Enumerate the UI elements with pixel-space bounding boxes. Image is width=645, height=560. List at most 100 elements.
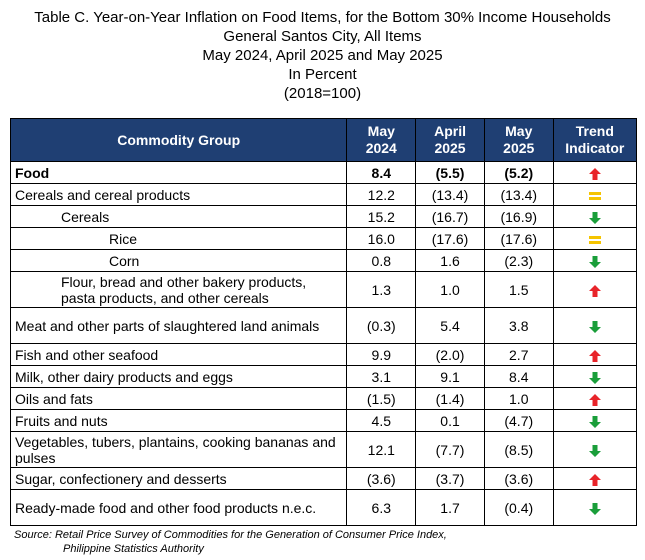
value-april-2025: 1.6: [415, 249, 485, 272]
value-may-2024: 6.3: [346, 489, 417, 526]
value-may-2025: (5.2): [483, 161, 554, 184]
value-may-2024: 4.5: [346, 409, 417, 432]
table-row: Fish and other seafood 9.9 (2.0) 2.7: [9, 343, 638, 366]
table-row: Flour, bread and other bakery products, …: [9, 271, 638, 308]
table-title: Table C. Year-on-Year Inflation on Food …: [0, 0, 645, 102]
trend-cell: [552, 227, 638, 250]
red-up-arrow-icon: [588, 167, 601, 180]
value-may-2025: 1.0: [483, 387, 554, 410]
value-april-2025: 1.0: [415, 271, 485, 308]
trend-cell: [552, 183, 638, 206]
source-line-2: Philippine Statistics Authority: [63, 543, 204, 555]
header-may-2024: May 2024: [346, 118, 417, 162]
table-row: Oils and fats (1.5) (1.4) 1.0: [9, 387, 638, 410]
table-row: Vegetables, tubers, plantains, cooking b…: [9, 431, 638, 468]
value-may-2025: (4.7): [483, 409, 554, 432]
value-may-2024: 3.1: [346, 365, 417, 388]
value-may-2025: (8.5): [483, 431, 554, 468]
source-line-1: Source: Retail Price Survey of Commoditi…: [14, 529, 447, 541]
value-may-2025: 3.8: [483, 307, 554, 344]
green-down-arrow-icon: [588, 371, 601, 384]
row-label: Rice: [9, 227, 348, 250]
inflation-table: Commodity Group May 2024 April 2025 May 202…: [9, 118, 638, 526]
row-label: Meat and other parts of slaughtered land…: [9, 307, 348, 344]
value-may-2024: 9.9: [346, 343, 417, 366]
source-note: Source: Retail Price Survey of Commoditi…: [14, 528, 447, 556]
value-may-2025: 1.5: [483, 271, 554, 308]
row-label: Cereals and cereal products: [9, 183, 348, 206]
trend-cell: [552, 409, 638, 432]
yellow-equal-icon: [588, 235, 601, 244]
row-label: Oils and fats: [9, 387, 348, 410]
row-label: Sugar, confectionery and desserts: [9, 467, 348, 490]
row-label: Flour, bread and other bakery products, …: [9, 271, 348, 308]
value-may-2024: (1.5): [346, 387, 417, 410]
value-april-2025: (16.7): [415, 205, 485, 228]
value-may-2025: (0.4): [483, 489, 554, 526]
yellow-equal-icon: [588, 191, 601, 200]
red-up-arrow-icon: [588, 349, 601, 362]
header-trend-indicator: Trend Indicator: [552, 118, 638, 162]
header-april-2025: April 2025: [415, 118, 485, 162]
green-down-arrow-icon: [588, 444, 601, 457]
value-april-2025: (7.7): [415, 431, 485, 468]
trend-cell: [552, 249, 638, 272]
trend-cell: [552, 343, 638, 366]
value-may-2025: 8.4: [483, 365, 554, 388]
row-label: Fruits and nuts: [9, 409, 348, 432]
table-row: Fruits and nuts 4.5 0.1 (4.7): [9, 409, 638, 432]
row-label: Vegetables, tubers, plantains, cooking b…: [9, 431, 348, 468]
value-april-2025: (5.5): [415, 161, 485, 184]
red-up-arrow-icon: [588, 393, 601, 406]
value-may-2024: 8.4: [346, 161, 417, 184]
value-april-2025: (2.0): [415, 343, 485, 366]
table-row: Sugar, confectionery and desserts (3.6) …: [9, 467, 638, 490]
value-may-2024: 12.1: [346, 431, 417, 468]
value-april-2025: 0.1: [415, 409, 485, 432]
table-row: Rice 16.0 (17.6) (17.6): [9, 227, 638, 250]
green-down-arrow-icon: [588, 211, 601, 224]
value-april-2025: (1.4): [415, 387, 485, 410]
table-row: Milk, other dairy products and eggs 3.1 …: [9, 365, 638, 388]
green-down-arrow-icon: [588, 502, 601, 515]
row-label: Ready-made food and other food products …: [9, 489, 348, 526]
value-may-2025: (13.4): [483, 183, 554, 206]
value-april-2025: (3.7): [415, 467, 485, 490]
row-label: Milk, other dairy products and eggs: [9, 365, 348, 388]
row-label: Corn: [9, 249, 348, 272]
red-up-arrow-icon: [588, 473, 601, 486]
trend-cell: [552, 467, 638, 490]
row-label: Fish and other seafood: [9, 343, 348, 366]
value-may-2024: (3.6): [346, 467, 417, 490]
green-down-arrow-icon: [588, 415, 601, 428]
table-row: Meat and other parts of slaughtered land…: [9, 307, 638, 344]
value-april-2025: 5.4: [415, 307, 485, 344]
header-commodity-group: Commodity Group: [9, 118, 348, 162]
table-row: Food 8.4 (5.5) (5.2): [9, 161, 638, 184]
title-line-3: May 2024, April 2025 and May 2025: [202, 47, 443, 64]
title-line-4: In Percent: [288, 66, 357, 83]
table-row: Cereals 15.2 (16.7) (16.9): [9, 205, 638, 228]
trend-cell: [552, 161, 638, 184]
value-may-2025: (16.9): [483, 205, 554, 228]
row-label: Cereals: [9, 205, 348, 228]
table-row: Cereals and cereal products 12.2 (13.4) …: [9, 183, 638, 206]
table-row: Ready-made food and other food products …: [9, 489, 638, 526]
value-april-2025: 1.7: [415, 489, 485, 526]
value-april-2025: (17.6): [415, 227, 485, 250]
green-down-arrow-icon: [588, 320, 601, 333]
trend-cell: [552, 387, 638, 410]
trend-cell: [552, 307, 638, 344]
value-may-2024: (0.3): [346, 307, 417, 344]
title-line-5: (2018=100): [283, 85, 362, 102]
title-line-1: Table C. Year-on-Year Inflation on Food …: [34, 9, 611, 26]
trend-cell: [552, 205, 638, 228]
header-may-2025: May 2025: [483, 118, 554, 162]
value-may-2025: (3.6): [483, 467, 554, 490]
value-may-2024: 1.3: [346, 271, 417, 308]
value-may-2024: 15.2: [346, 205, 417, 228]
trend-cell: [552, 365, 638, 388]
value-may-2024: 16.0: [346, 227, 417, 250]
header-row: Commodity Group May 2024 April 2025 May 202…: [9, 118, 638, 162]
row-label: Food: [9, 161, 348, 184]
